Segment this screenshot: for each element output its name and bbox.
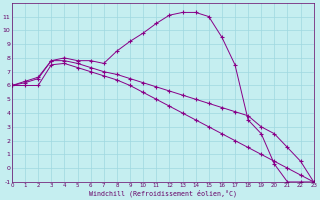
X-axis label: Windchill (Refroidissement éolien,°C): Windchill (Refroidissement éolien,°C) — [89, 190, 237, 197]
